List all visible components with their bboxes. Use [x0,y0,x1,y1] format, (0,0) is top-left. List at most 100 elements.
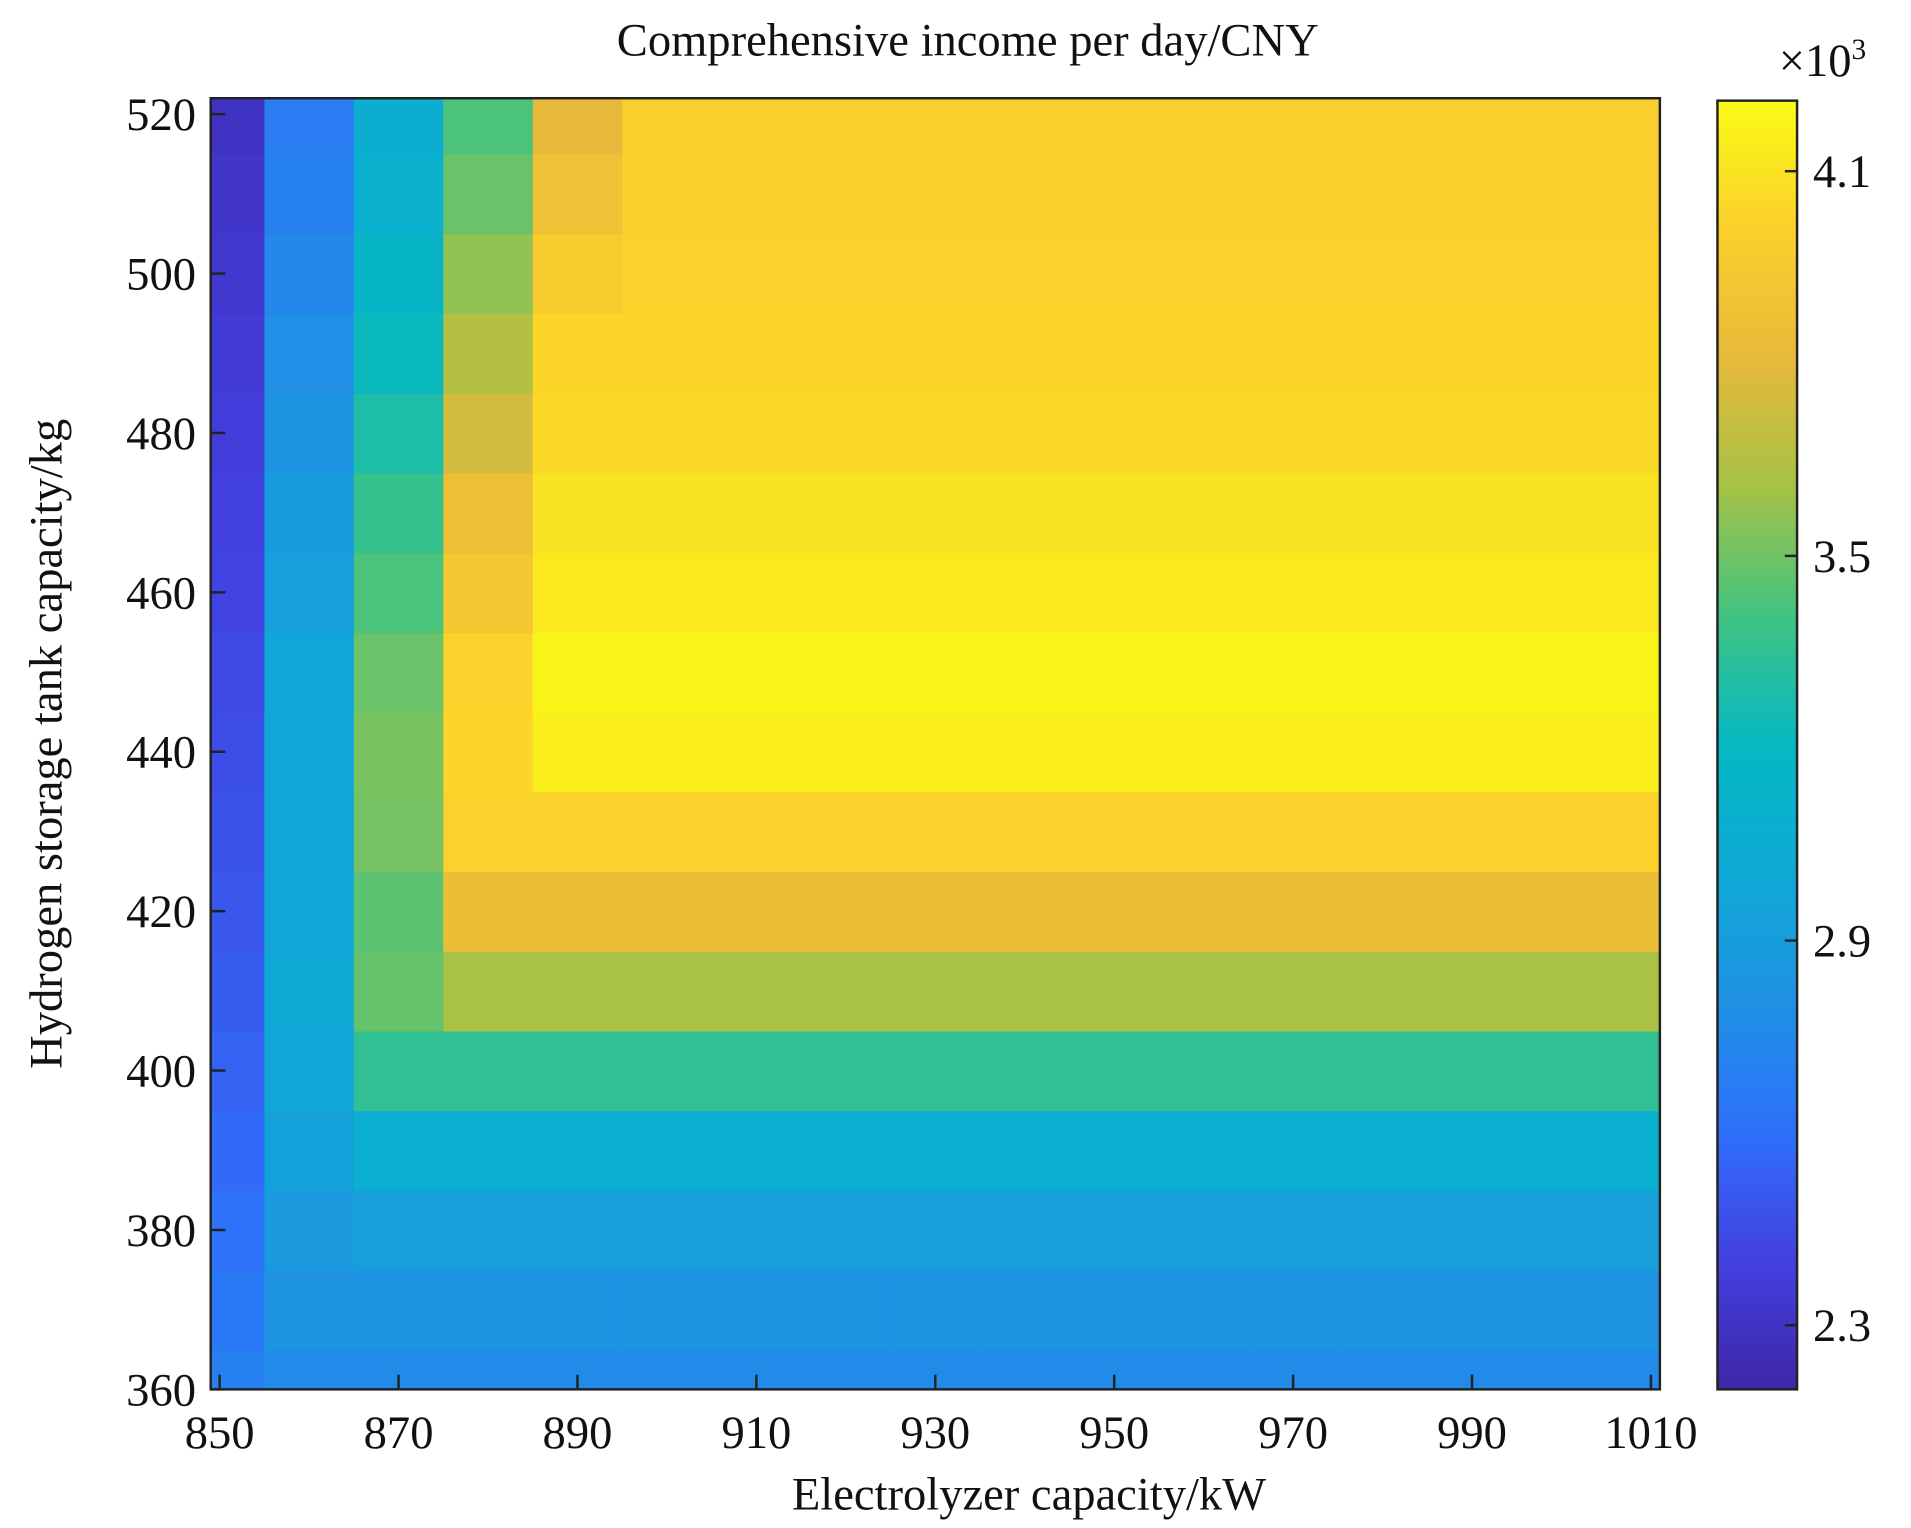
heat-cell [1337,1110,1429,1191]
heat-cell [980,393,1071,474]
colorbar-swatch [1717,551,1798,559]
heat-cell [1248,1030,1339,1112]
heat-cell [1069,393,1160,474]
heat-cell [801,472,892,554]
x-tick-label: 850 [185,1408,255,1459]
heat-cell [1337,711,1429,793]
colorbar-swatch [1717,126,1798,134]
colorbar-swatch [1717,513,1798,521]
heat-cell [711,951,802,1032]
colorbar-swatch [1717,1138,1798,1146]
heat-cell [264,951,355,1032]
heat-cell [210,951,266,1032]
colorbar-swatch [1717,629,1798,637]
colorbar-swatch [1717,1202,1798,1210]
heat-cell [1516,1190,1607,1271]
colorbar-swatch [1717,1060,1798,1068]
heat-cell [1158,1269,1250,1351]
heat-cell [1069,98,1160,155]
colorbar-swatch [1717,107,1798,115]
heat-cell [890,154,981,235]
colorbar-swatch [1717,764,1798,772]
heat-cell [532,393,623,474]
heat-cell [1069,154,1160,235]
colorbar-swatch [1717,1144,1798,1152]
colorbar-swatch [1717,1080,1798,1088]
heat-cell [264,154,355,235]
colorbar-swatch [1717,448,1798,456]
colorbar-swatch [1717,751,1798,759]
heat-cell [801,154,892,235]
heat-cell [1337,552,1429,633]
heat-cell [264,313,355,394]
heat-cell [532,871,623,952]
colorbar-swatch [1717,519,1798,527]
y-tick-label: 460 [126,568,196,619]
heat-cell [1516,871,1607,952]
heat-cell [532,1110,623,1191]
heat-cell [353,154,445,235]
heat-cell [532,98,623,155]
x-axis-label: Electrolyzer capacity/kW [792,1469,1266,1520]
colorbar-swatch [1717,1279,1798,1288]
heat-cell [210,1110,266,1191]
heat-cell [1606,552,1660,633]
heat-cell [890,711,981,793]
x-tick-label: 970 [1258,1408,1328,1459]
heat-cell [1158,393,1250,474]
heat-cell [1606,472,1660,554]
heat-cell [443,472,534,554]
heat-cell [532,711,623,793]
heat-cell [980,98,1071,155]
colorbar-swatch [1717,339,1798,347]
colorbar-swatch [1717,538,1798,546]
heat-cell [532,1269,623,1351]
colorbar-swatch [1717,732,1798,740]
heat-cell [890,871,981,952]
colorbar-swatch [1717,854,1798,862]
heat-cell [1427,1269,1518,1351]
heat-cell [1158,472,1250,554]
colorbar-swatch [1717,403,1798,411]
colorbar-swatch [1717,281,1798,289]
heat-cell [1606,1190,1660,1271]
colorbar-swatch [1717,1382,1798,1391]
colorbar-swatch [1717,1073,1798,1081]
heat-cell [711,154,802,235]
heat-cell [353,233,445,315]
colorbar-swatch [1717,300,1798,308]
heat-cell [890,472,981,554]
heat-cell [1606,1110,1660,1191]
x-tick-label: 890 [543,1408,613,1459]
heat-cell [353,1269,445,1351]
heat-cell [443,313,534,394]
y-axis-label: Hydrogen storage tank capacity/kg [21,419,72,1069]
colorbar-swatch [1717,1234,1798,1242]
colorbar-swatch [1717,461,1798,469]
colorbar-swatch [1717,906,1798,914]
heat-cell [1158,1030,1250,1112]
colorbar-swatch [1717,416,1798,424]
heat-cell [622,233,713,315]
colorbar-swatch [1717,1324,1798,1333]
heat-cell [1337,791,1429,873]
colorbar-swatch [1717,976,1798,985]
heat-cell [532,951,623,1032]
colorbar-swatch [1717,957,1798,965]
heat-cell [1427,393,1518,474]
colorbar-swatch [1717,326,1798,334]
colorbar-swatch [1717,783,1798,791]
colorbar-swatch [1717,506,1798,514]
colorbar-swatch [1717,1344,1798,1352]
heat-cell [711,711,802,793]
colorbar-swatch [1717,409,1798,418]
colorbar-swatch [1717,358,1798,366]
heat-cell [1248,871,1339,952]
heat-cell [890,393,981,474]
colorbar-swatch [1717,493,1798,501]
colorbar-swatch [1717,809,1798,817]
heat-cell [443,951,534,1032]
colorbar-swatch [1717,1118,1798,1126]
heat-cell [622,313,713,394]
